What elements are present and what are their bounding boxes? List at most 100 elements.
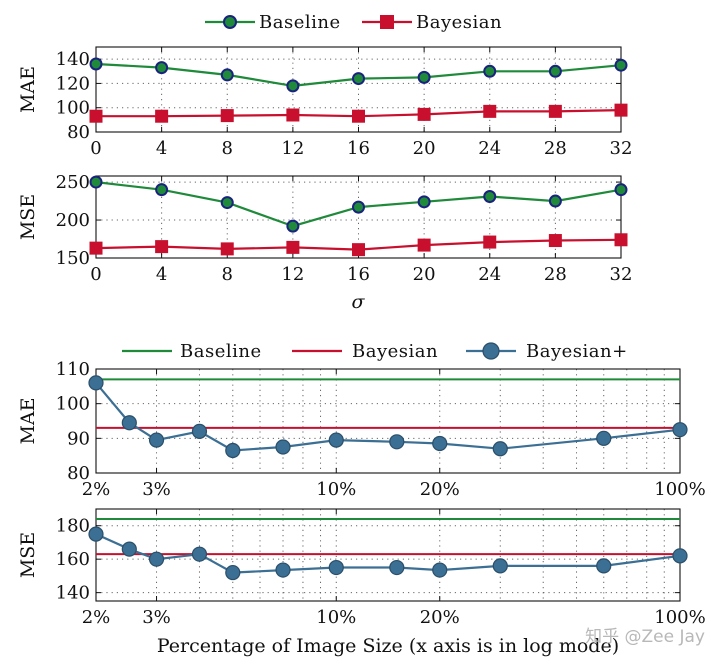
size-axis-label: Percentage of Image Size (x axis is in l… — [157, 635, 619, 657]
data-point-bayesian-plus — [191, 423, 208, 439]
legend2-bayesian-plus-label: Bayesian+ — [526, 341, 628, 362]
data-point-bayesian-plus — [389, 434, 405, 450]
y-axis-label: MSE — [17, 194, 39, 240]
x-tick-label: 20% — [420, 479, 460, 500]
x-tick-label: 100% — [654, 607, 705, 628]
data-point-bayesian-plus — [492, 441, 508, 457]
y-tick-label: 140 — [56, 49, 90, 70]
data-point-bayesian — [417, 107, 431, 121]
data-point-bayesian — [483, 104, 497, 118]
y-axis-label: MAE — [17, 66, 39, 113]
y-tick-label: 80 — [67, 122, 90, 143]
y-tick-label: 90 — [67, 428, 90, 449]
data-point-baseline — [220, 196, 234, 210]
x-tick-label: 4 — [156, 264, 167, 285]
data-point-bayesian — [286, 240, 300, 254]
x-tick-label: 20 — [413, 138, 436, 159]
y-tick-label: 100 — [56, 98, 90, 119]
data-point-baseline — [483, 190, 497, 203]
data-point-bayesian-plus — [672, 422, 688, 438]
x-tick-label: 8 — [222, 264, 233, 285]
x-tick-label: 24 — [478, 138, 501, 159]
data-point-baseline — [89, 57, 103, 71]
data-point-bayesian-plus — [191, 546, 208, 562]
data-point-baseline — [548, 194, 562, 208]
x-tick-label: 2% — [82, 479, 111, 500]
y-tick-label: 160 — [56, 549, 90, 570]
data-point-baseline — [155, 61, 169, 75]
data-point-bayesian-plus — [88, 526, 104, 542]
data-point-baseline — [89, 175, 103, 189]
data-point-bayesian-plus — [328, 559, 344, 576]
legend-baseline-marker — [223, 15, 237, 29]
x-tick-label: 8 — [222, 138, 233, 159]
data-point-baseline — [417, 70, 431, 84]
x-tick-label: 28 — [544, 138, 567, 159]
x-tick-label: 32 — [610, 264, 633, 285]
data-point-bayesian — [89, 109, 103, 123]
legend2-bayesian-plus-marker — [482, 342, 500, 360]
x-tick-label: 32 — [610, 138, 633, 159]
y-axis-label: MSE — [17, 532, 39, 578]
x-tick-label: 20 — [413, 264, 436, 285]
data-point-bayesian — [352, 243, 365, 257]
data-point-bayesian — [548, 234, 562, 248]
data-point-bayesian-plus — [88, 375, 104, 391]
data-point-bayesian-plus — [275, 562, 291, 578]
x-tick-label: 20% — [420, 607, 460, 628]
data-point-bayesian-plus — [148, 551, 165, 567]
data-point-baseline — [286, 219, 300, 233]
legend2-baseline-label: Baseline — [180, 341, 262, 362]
legend-bayesian-marker — [380, 15, 394, 29]
x-tick-label: 0 — [90, 264, 101, 285]
panel-sigma-mae: 80 100 120 140 0 4 8 12 16 20 24 28 32 MAE — [17, 46, 633, 159]
data-point-baseline — [614, 183, 628, 197]
x-tick-label: 4 — [156, 138, 167, 159]
watermark: 知乎 @Zee Jay — [585, 627, 705, 647]
y-axis-label: MAE — [17, 397, 39, 444]
x-tick-label: 12 — [281, 138, 304, 159]
x-tick-label: 0 — [90, 138, 101, 159]
data-point-bayesian — [220, 242, 234, 256]
legend-baseline-label: Baseline — [259, 12, 341, 33]
x-tick-label: 24 — [478, 264, 501, 285]
data-point-bayesian-plus — [596, 430, 612, 446]
data-point-baseline — [417, 195, 431, 209]
data-point-bayesian — [483, 235, 497, 249]
data-point-bayesian — [286, 108, 300, 122]
x-tick-label: 3% — [142, 479, 171, 500]
legend-bayesian-label: Bayesian — [416, 12, 502, 33]
sigma-axis-label: σ — [352, 291, 366, 313]
data-point-baseline — [286, 79, 300, 93]
data-point-bayesian — [614, 103, 628, 117]
y-tick-label: 120 — [56, 73, 90, 94]
data-point-baseline — [483, 64, 497, 78]
panel-size-mse: 140 160 180 2% 3% 10% 20% 100% MSE — [17, 508, 706, 628]
y-tick-label: 140 — [56, 583, 90, 604]
x-tick-label: 10% — [316, 479, 356, 500]
data-point-baseline — [614, 58, 628, 72]
data-point-bayesian — [352, 109, 365, 123]
y-tick-label: 100 — [56, 394, 90, 415]
y-tick-label: 200 — [56, 210, 90, 231]
x-tick-label: 16 — [347, 264, 370, 285]
data-point-bayesian-plus — [492, 558, 508, 574]
series-line-bayesian_plus — [95, 382, 681, 452]
x-tick-label: 12 — [281, 264, 304, 285]
x-tick-label: 28 — [544, 264, 567, 285]
data-point-bayesian — [220, 109, 234, 123]
data-point-bayesian — [89, 241, 103, 255]
data-point-baseline — [352, 200, 365, 214]
y-tick-label: 180 — [56, 516, 90, 537]
y-tick-label: 250 — [56, 172, 90, 193]
data-point-bayesian — [614, 233, 628, 247]
data-point-bayesian-plus — [225, 442, 241, 459]
data-point-baseline — [220, 68, 234, 82]
data-point-bayesian — [155, 109, 169, 123]
data-point-bayesian-plus — [432, 435, 448, 452]
data-point-baseline — [352, 72, 365, 86]
data-point-bayesian-plus — [121, 541, 137, 557]
x-tick-label: 10% — [316, 607, 356, 628]
y-tick-label: 80 — [67, 463, 90, 484]
data-point-bayesian-plus — [596, 558, 612, 574]
